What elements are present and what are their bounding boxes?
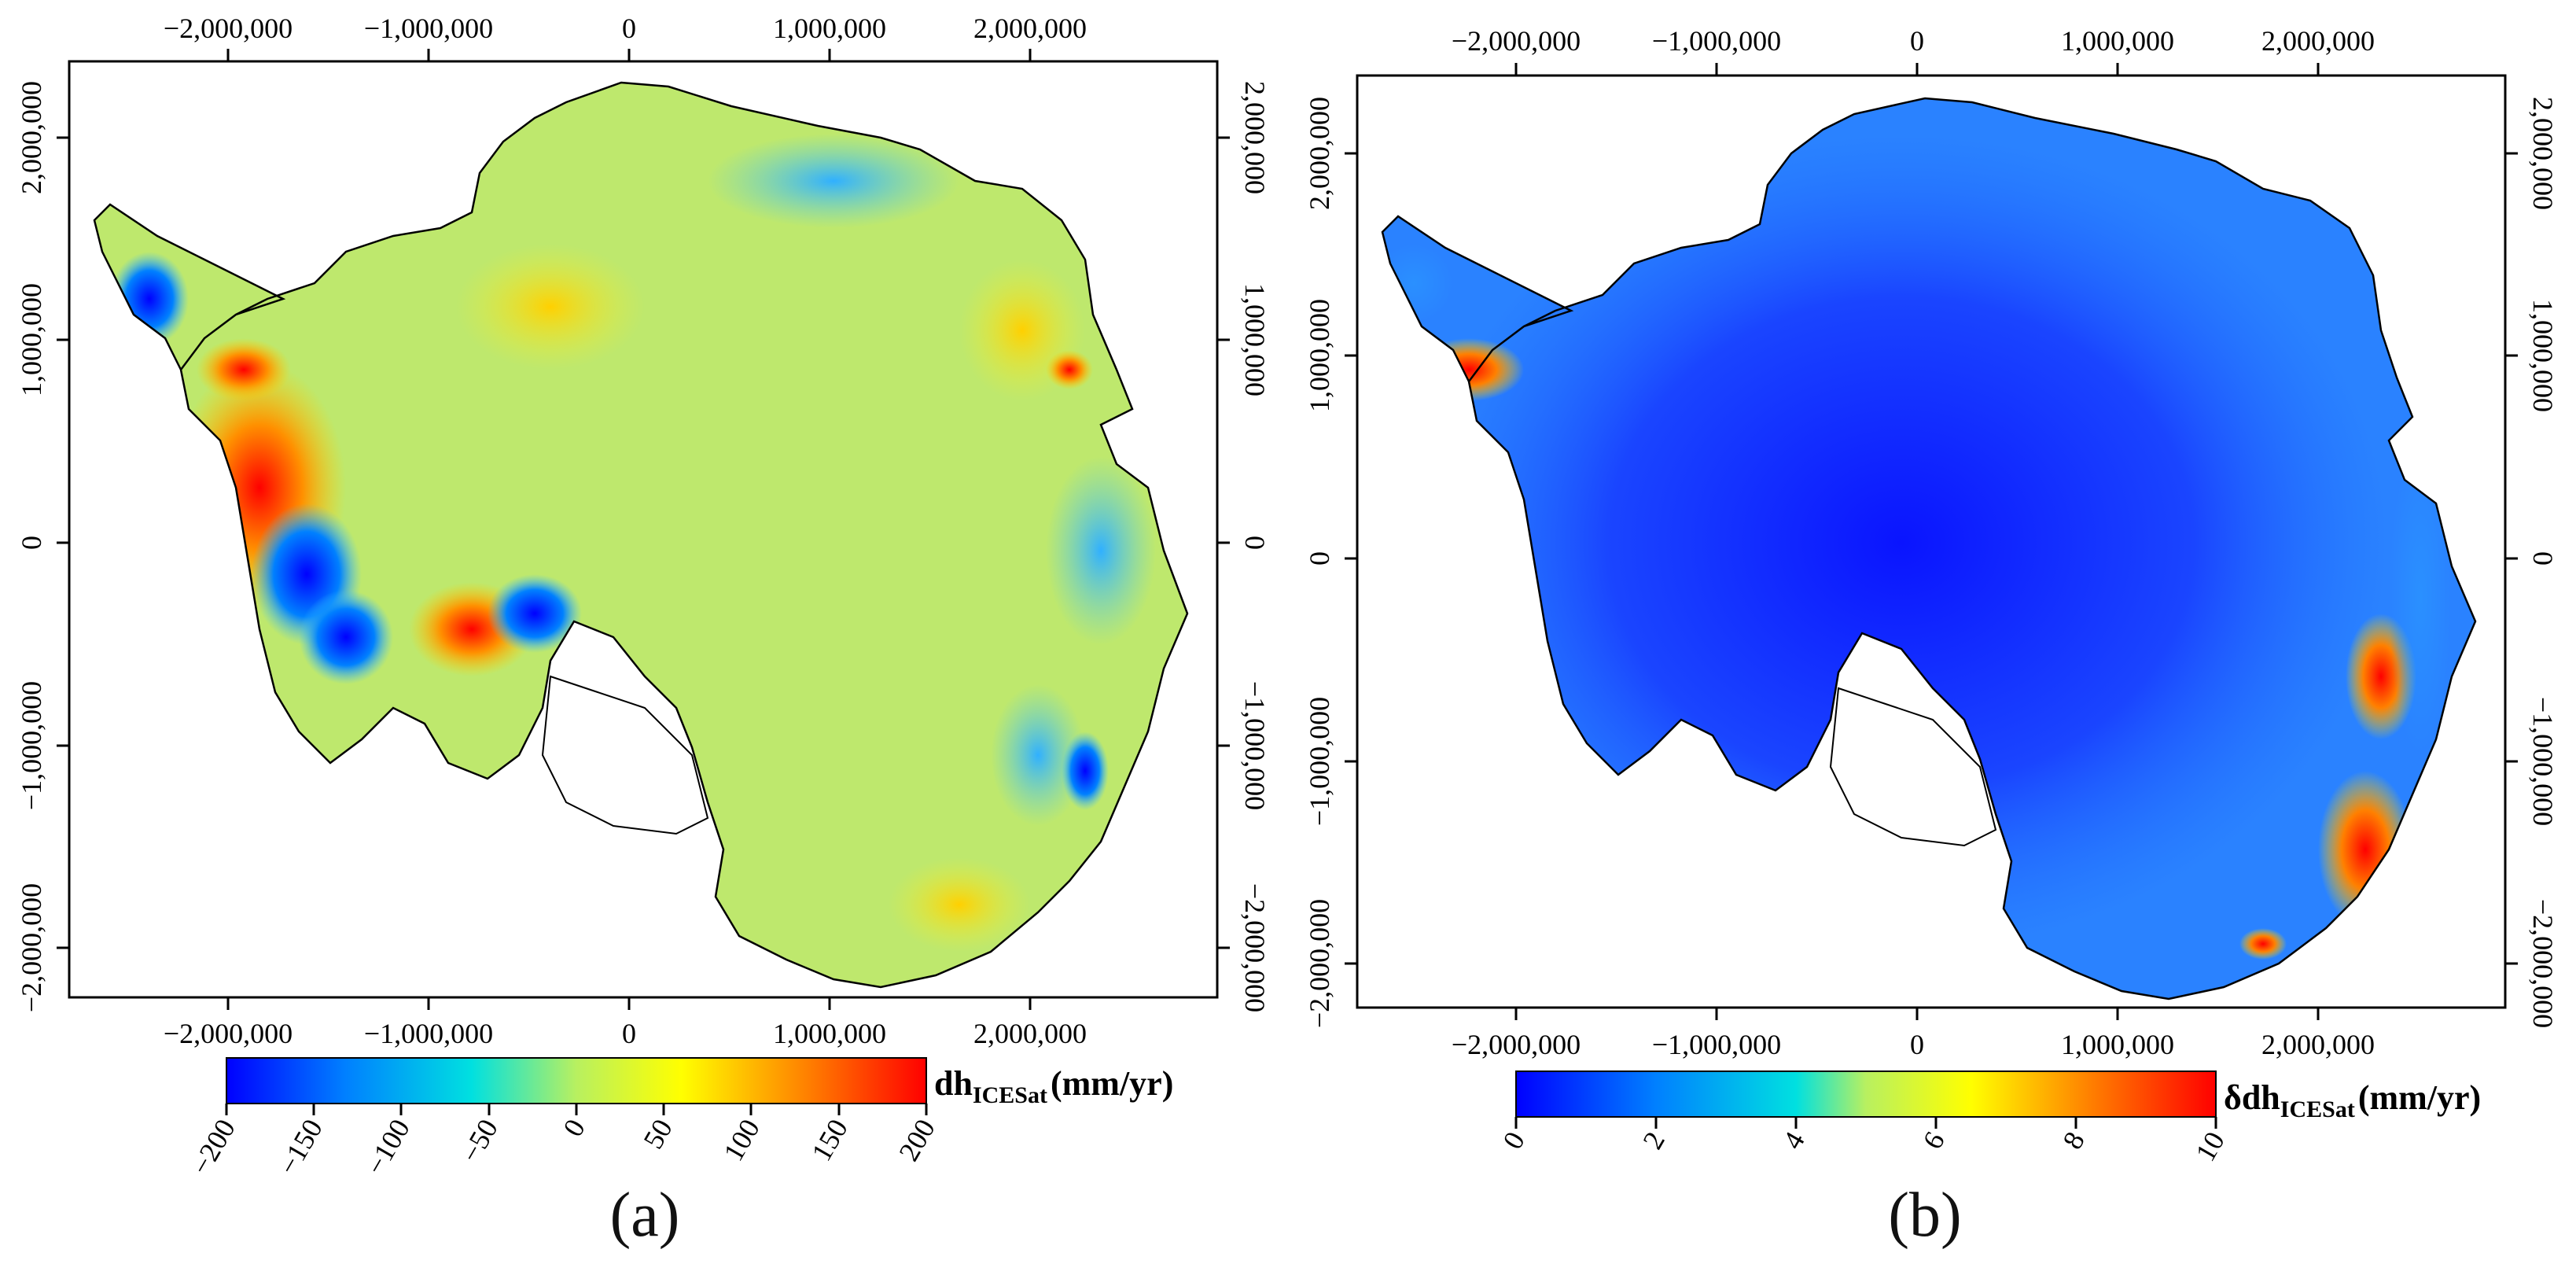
bottom-tick-label: −1,000,000 [1652,1029,1781,1060]
tick-marks-b [1345,63,2518,1020]
colorbar-tick-label: 200 [892,1114,941,1166]
right-tick-label: 2,000,000 [2527,97,2559,210]
colorbar-tick-label: 4 [1776,1126,1811,1155]
tick-marks-a [57,49,1230,1010]
colorbar-b [1515,1070,2217,1118]
bottom-tick-label: 1,000,000 [2061,1029,2174,1060]
left-tick-label: 0 [1304,551,1335,566]
cold-anomaly [488,574,582,653]
bottom-tick-label: −2,000,000 [164,1018,293,1049]
left-tick-label: −2,000,000 [16,883,47,1012]
colorbar-tick-label: 150 [805,1114,854,1166]
top-tick-label: 0 [1910,25,1924,57]
ross-ice-shelf-b [1829,687,1997,847]
colorbar-title-b: δdhICESat(mm/yr) [2224,1078,2481,1122]
yellow-patch [456,244,645,370]
left-tick-label: 2,000,000 [1304,97,1335,210]
colorbar-a [226,1057,927,1104]
map-b: −2,000,000 −1,000,000 0 1,000,000 2,000,… [1304,25,2559,1166]
left-tick-label: 0 [16,536,47,550]
colorbar-tick-label: 8 [2056,1126,2091,1155]
top-tick-label: −1,000,000 [364,13,493,44]
moderate-uncertainty-patch [2389,440,2452,755]
cyan-patch [991,684,1085,826]
left-tick-label: 1,000,000 [16,283,47,396]
right-tick-label: −1,000,000 [1239,681,1271,810]
right-tick-label: 1,000,000 [2527,299,2559,412]
bottom-tick-label: 2,000,000 [973,1018,1087,1049]
top-tick-label: −2,000,000 [1452,25,1581,57]
warm-anomaly [1046,350,1093,389]
map-a: −2,000,000 −1,000,000 0 1,000,000 2,000,… [16,13,1271,1180]
bottom-tick-label: 0 [622,1018,636,1049]
colorbar-tick-label: −100 [359,1114,416,1180]
panel-caption-a: (a) [609,1181,680,1250]
colorbar-tick-label: 6 [1916,1126,1951,1155]
bottom-tick-label: 2,000,000 [2261,1029,2375,1060]
left-tick-label: 1,000,000 [1304,299,1335,412]
bottom-tick-label: −2,000,000 [1452,1029,1581,1060]
colorbar-tick-label: 100 [717,1114,766,1166]
left-tick-label: −2,000,000 [1304,899,1335,1028]
cold-anomaly [299,590,393,684]
left-tick-label: 2,000,000 [16,81,47,194]
panel-b: −2,000,000 −1,000,000 0 1,000,000 2,000,… [1288,0,2576,1271]
top-tick-label: 2,000,000 [2261,25,2375,57]
cyan-patch [1046,456,1156,645]
top-tick-label: −2,000,000 [164,13,293,44]
colorbar-title-a: dhICESat(mm/yr) [934,1064,1173,1108]
cyan-patch [708,134,959,228]
right-tick-label: 0 [2527,551,2559,566]
top-tick-label: 2,000,000 [973,13,1087,44]
colorbar-tick-label: −50 [454,1114,504,1168]
warm-anomaly [197,338,291,401]
right-tick-label: −1,000,000 [2527,697,2559,826]
high-uncertainty-spot [2239,928,2287,960]
right-tick-label: −2,000,000 [2527,899,2559,1028]
top-tick-label: −1,000,000 [1652,25,1781,57]
panel-a: −2,000,000 −1,000,000 0 1,000,000 2,000,… [0,0,1288,1271]
colorbar-tick-label: −200 [185,1114,241,1180]
bottom-tick-label: −1,000,000 [364,1018,493,1049]
colorbar-tick-label: 2 [1636,1126,1671,1155]
right-tick-label: 1,000,000 [1239,283,1271,396]
colorbar-tick-label: −150 [272,1114,329,1180]
panel-caption-b: (b) [1888,1181,1962,1250]
right-tick-label: −2,000,000 [1239,883,1271,1012]
colorbar-ticks-a [225,1104,928,1115]
colorbar-tick-label: 10 [2189,1126,2231,1166]
ross-ice-shelf-a [541,675,709,835]
top-tick-label: 0 [622,13,636,44]
colorbar-tick-label: 0 [1496,1126,1531,1155]
bottom-tick-label: 1,000,000 [773,1018,886,1049]
right-tick-label: 2,000,000 [1239,81,1271,194]
left-tick-label: −1,000,000 [1304,697,1335,826]
colorbar-tick-label: 50 [637,1114,679,1154]
yellow-patch [889,857,1030,952]
top-tick-label: 1,000,000 [773,13,886,44]
right-tick-label: 0 [1239,536,1271,550]
left-tick-label: −1,000,000 [16,681,47,810]
cold-anomaly [1062,731,1109,810]
colorbar-ticks-b [1514,1117,2217,1129]
bottom-tick-label: 0 [1910,1029,1924,1060]
top-tick-label: 1,000,000 [2061,25,2174,57]
colorbar-tick-label: 0 [557,1114,591,1142]
